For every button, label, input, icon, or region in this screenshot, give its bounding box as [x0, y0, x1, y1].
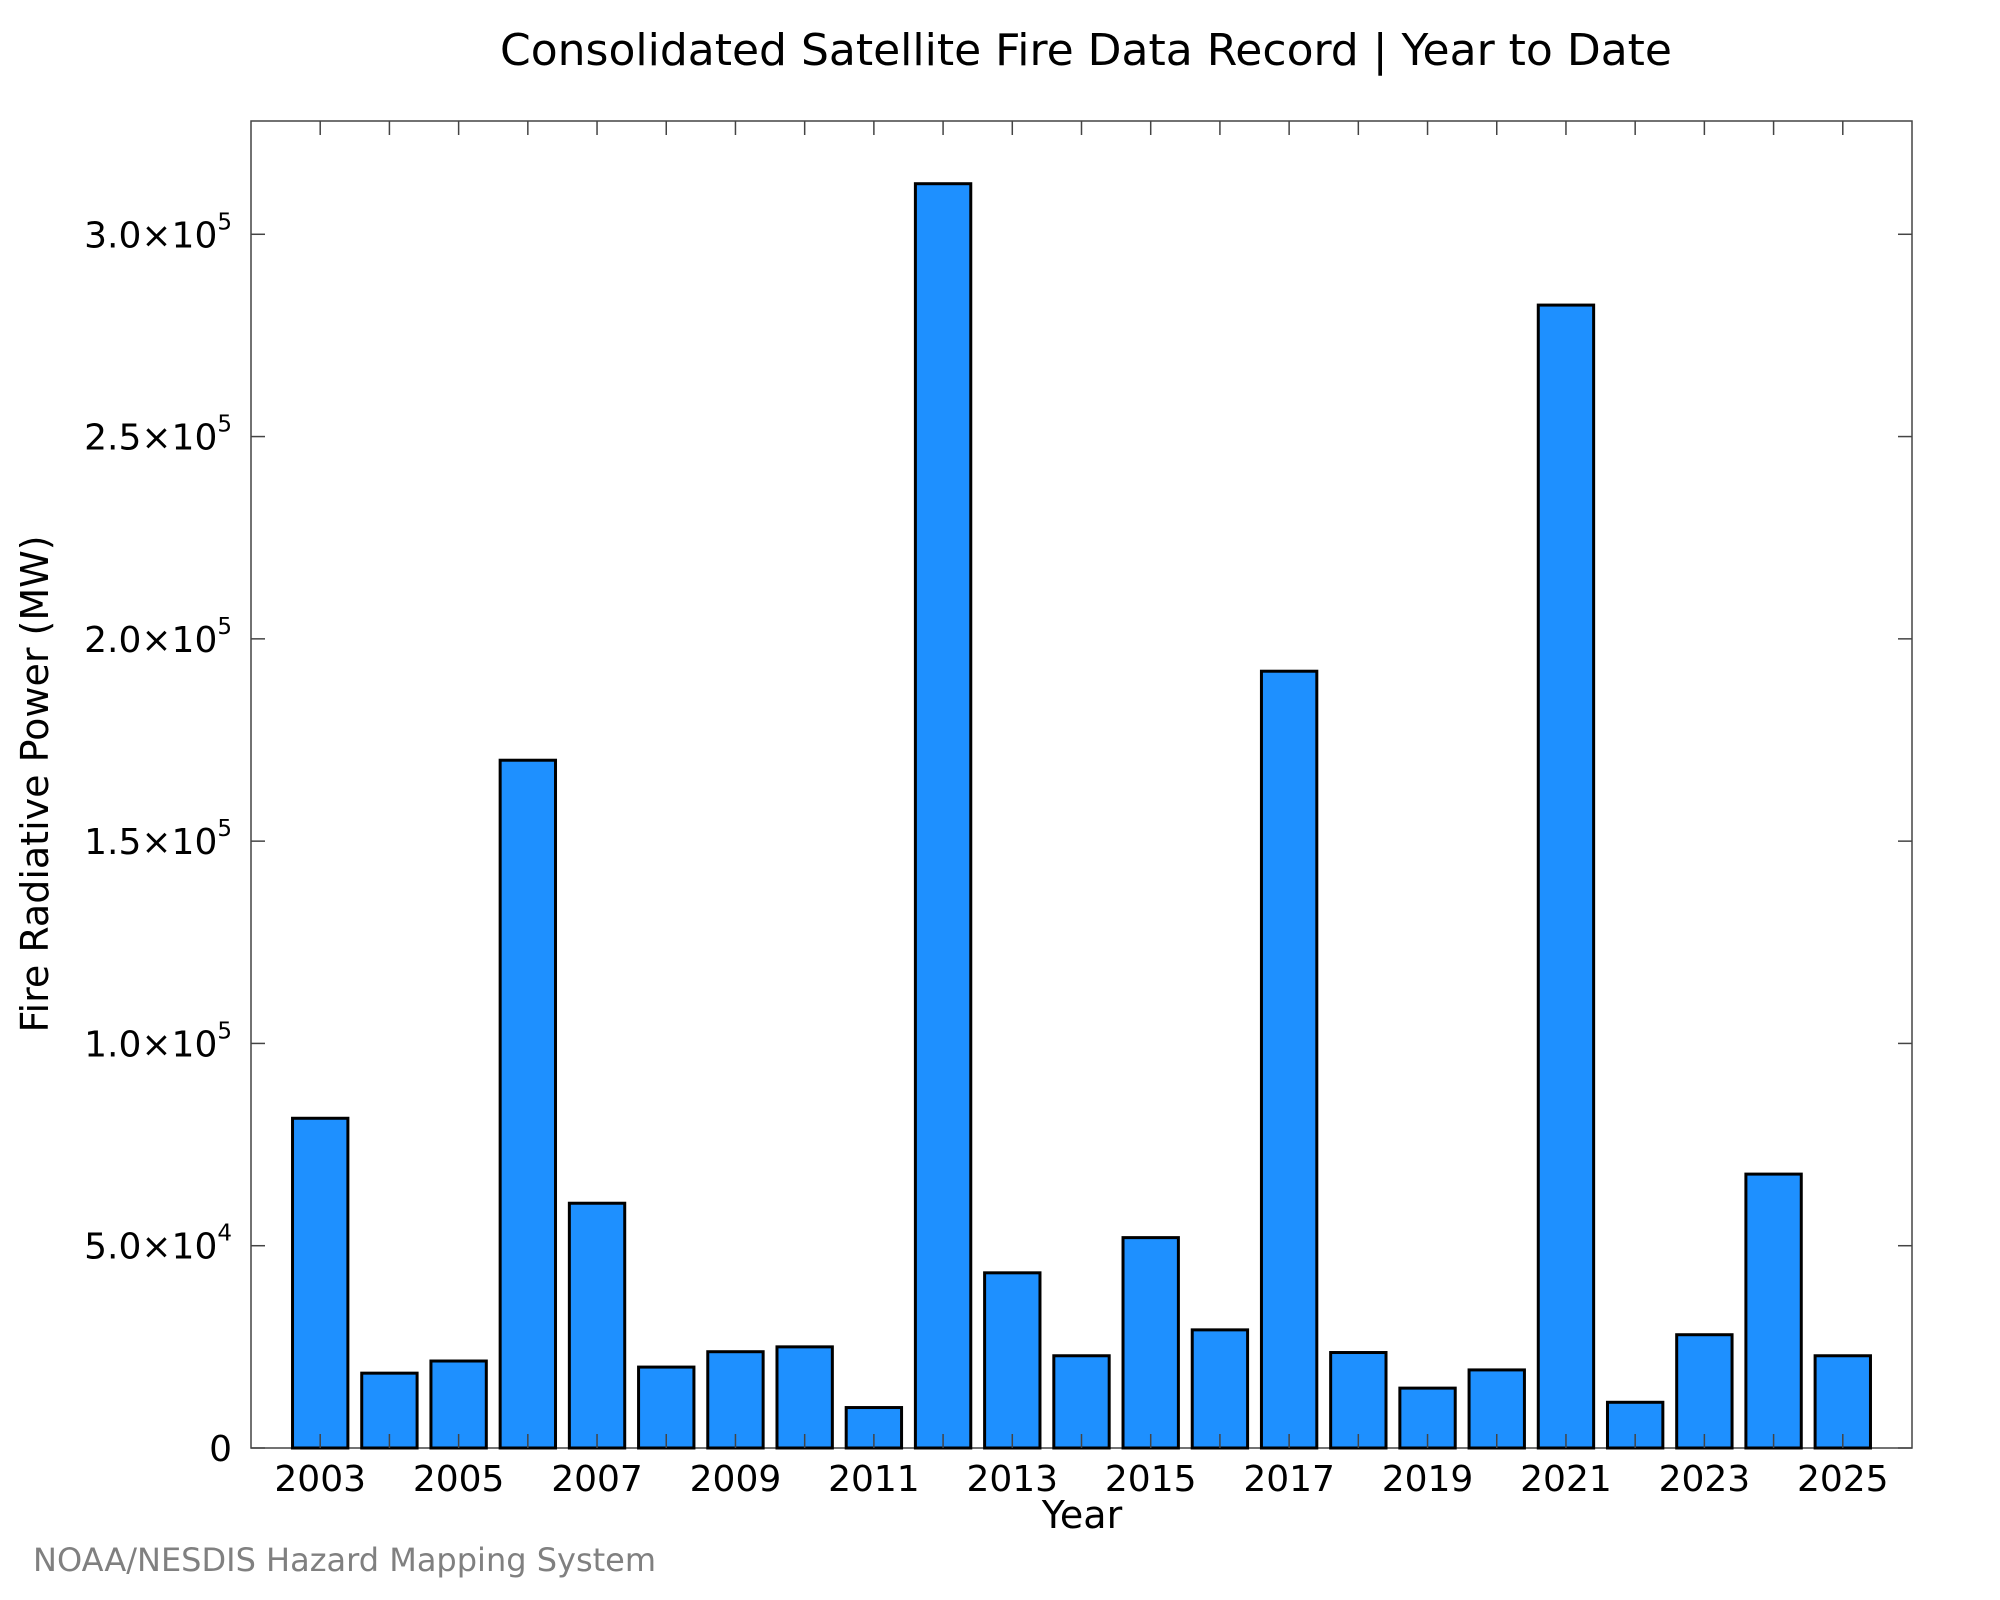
bar-2003	[291, 1116, 350, 1450]
bar-2024	[1744, 1172, 1803, 1450]
y-tick-label: 3.0×105	[84, 209, 232, 256]
x-tick-label: 2021	[1520, 1459, 1612, 1500]
bar-2010	[775, 1345, 834, 1450]
x-tick-label: 2009	[690, 1459, 782, 1500]
x-tick-label: 2019	[1382, 1459, 1474, 1500]
y-tick-label: 1.5×105	[84, 816, 232, 863]
x-tick-label: 2007	[551, 1459, 643, 1500]
y-tick-label: 2.5×105	[84, 412, 232, 459]
bar-2025	[1813, 1354, 1872, 1450]
x-tick-label: 2003	[274, 1459, 366, 1500]
bar-2023	[1675, 1333, 1734, 1450]
y-tick-label: 0	[209, 1429, 232, 1470]
footer-credit: NOAA/NESDIS Hazard Mapping System	[33, 1541, 656, 1579]
x-tick-label: 2011	[828, 1459, 920, 1500]
x-tick-label: 2005	[413, 1459, 505, 1500]
bars	[291, 182, 1872, 1450]
bar-2013	[983, 1271, 1042, 1450]
y-axis-ticks: 0 5.0×104 1.0×105 1.5×105 2.0×105 2.5×105 3.0×…	[84, 209, 1912, 1470]
x-tick-label: 2013	[966, 1459, 1058, 1500]
x-tick-label: 2025	[1797, 1459, 1889, 1500]
x-tick-label: 2023	[1659, 1459, 1751, 1500]
x-axis-ticks: 2003 2005 2007 2009 2011 2013 2015 2017 2019 2021…	[274, 121, 1889, 1500]
y-tick-label: 5.0×104	[84, 1221, 232, 1268]
y-tick-label: 1.0×105	[84, 1018, 232, 1065]
y-tick-label: 2.0×105	[84, 614, 232, 661]
bar-2018	[1329, 1351, 1388, 1450]
chart-title: Consolidated Satellite Fire Data Record …	[500, 25, 1672, 76]
y-axis-label: Fire Radiative Power (MW)	[13, 535, 57, 1032]
bar-2016	[1190, 1328, 1250, 1450]
bar-2015	[1121, 1236, 1180, 1450]
bar-2021	[1536, 303, 1596, 1450]
bar-2006	[498, 758, 558, 1450]
x-tick-label: 2017	[1243, 1459, 1335, 1500]
bar-2012	[913, 182, 973, 1450]
bar-2017	[1259, 669, 1319, 1450]
bar-2007	[567, 1201, 627, 1450]
x-axis-label: Year	[1041, 1493, 1123, 1537]
x-tick-label: 2015	[1105, 1459, 1197, 1500]
bar-2009	[706, 1350, 765, 1450]
plot-area: 0 5.0×104 1.0×105 1.5×105 2.0×105 2.5×105 3.0×…	[84, 120, 1913, 1500]
